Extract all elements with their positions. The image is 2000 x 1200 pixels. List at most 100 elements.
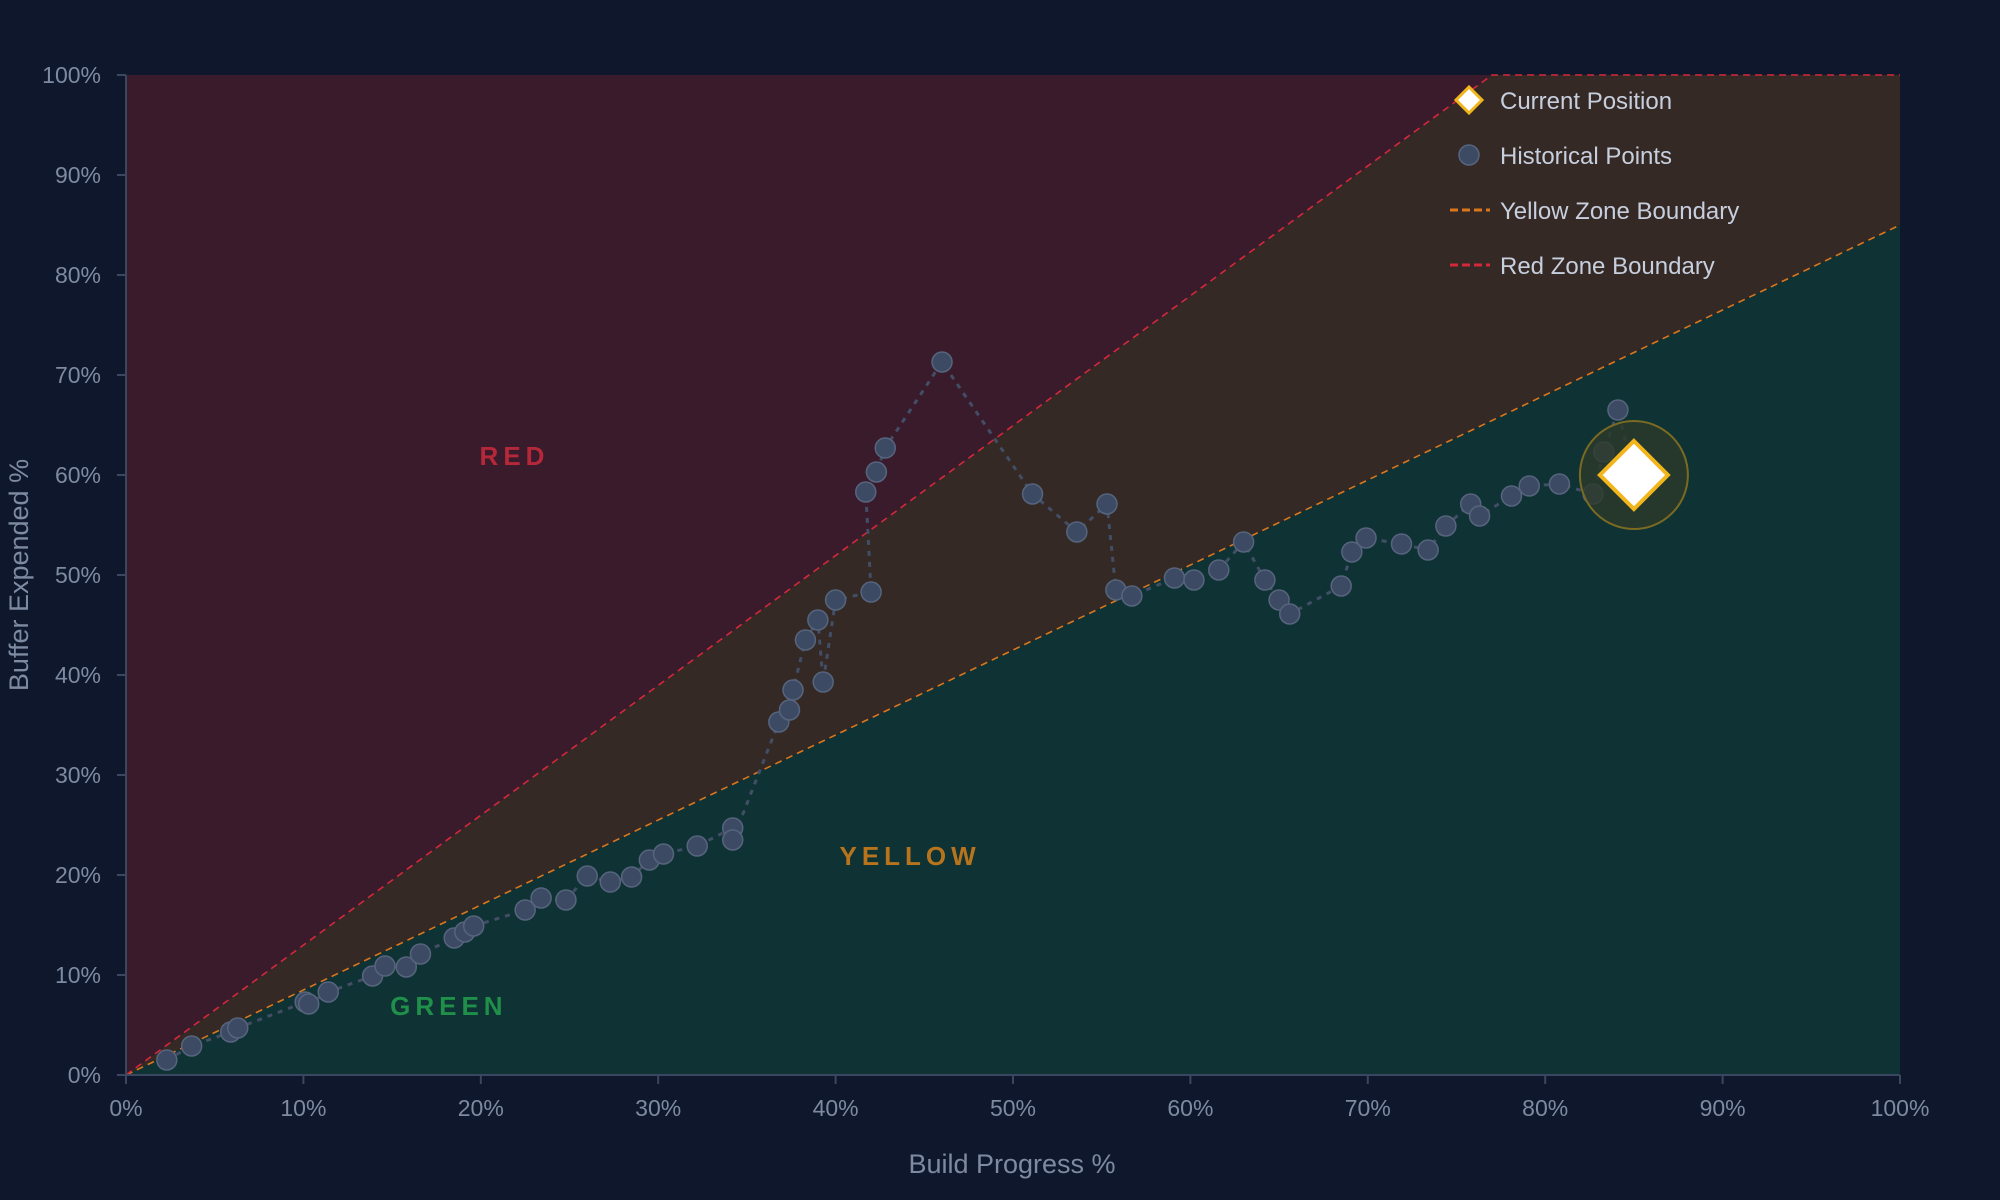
historical-series (156, 351, 1636, 1071)
historical-point (1518, 475, 1540, 497)
legend-diamond-icon (1453, 84, 1485, 116)
current-position-marker (1578, 420, 1689, 530)
x-tick-label: 100% (1871, 1095, 1930, 1121)
historical-point (1435, 515, 1457, 537)
legend-label-current-position: Current Position (1500, 88, 1672, 115)
historical-point (395, 956, 418, 978)
legend-item-red-zone-boundary: Red Zone Boundary (1450, 253, 1715, 280)
historical-point (1254, 569, 1276, 591)
y-tick-label: 80% (55, 262, 101, 288)
historical-point (227, 1017, 249, 1039)
historical-point (865, 461, 888, 483)
red-zone-area (126, 75, 1900, 1075)
historical-path-line (166, 359, 1636, 1062)
historical-point (1278, 603, 1301, 625)
historical-point (297, 993, 320, 1015)
red-zone-boundary-line (125, 74, 1900, 1076)
historical-point (931, 351, 953, 373)
legend-item-yellow-zone-boundary: Yellow Zone Boundary (1450, 198, 1739, 225)
zone-label-red: RED (480, 441, 550, 471)
historical-point (794, 629, 817, 651)
historical-point (855, 481, 877, 503)
x-tick-label: 90% (1700, 1095, 1746, 1121)
historical-point (462, 915, 485, 937)
historical-point (530, 887, 552, 909)
historical-point (1096, 493, 1118, 515)
legend-label-red-zone-boundary: Red Zone Boundary (1500, 253, 1715, 280)
historical-point (1121, 585, 1143, 607)
x-tick-label: 60% (1167, 1095, 1213, 1121)
axes: 0% 10% 20% 30% 40% 50% 60% 70% 80% 90% 100% 0% 10% 2… (4, 62, 1929, 1179)
historical-point (652, 843, 675, 865)
zone-labels: RED YELLOW GREEN (390, 441, 980, 1021)
y-tick-label: 20% (55, 862, 101, 888)
historical-point (1208, 559, 1230, 581)
historical-point (1021, 483, 1044, 505)
y-tick-label: 60% (55, 462, 101, 488)
historical-point (782, 679, 804, 701)
y-tick-label: 50% (55, 562, 101, 588)
y-tick-label: 90% (55, 162, 101, 188)
x-tick-label: 0% (109, 1095, 142, 1121)
legend-item-historical-points: Historical Points (1458, 143, 1672, 170)
historical-point (599, 871, 622, 893)
historical-point (514, 899, 536, 921)
historical-point (1500, 485, 1523, 507)
y-axis-title: Buffer Expended % (4, 459, 34, 691)
legend-label-historical-points: Historical Points (1500, 143, 1672, 170)
historical-point (317, 981, 339, 1003)
yellow-zone-boundary-line (125, 224, 1901, 1076)
historical-point (1341, 541, 1363, 563)
legend-label-yellow-zone-boundary: Yellow Zone Boundary (1500, 198, 1739, 225)
historical-point (1330, 575, 1352, 597)
x-tick-label: 70% (1345, 1095, 1391, 1121)
historical-points (156, 351, 1629, 1071)
historical-point (1390, 533, 1413, 555)
y-tick-label: 70% (55, 362, 101, 388)
historical-point (374, 955, 396, 977)
x-tick-label: 40% (813, 1095, 859, 1121)
x-tick-label: 50% (990, 1095, 1036, 1121)
historical-point (156, 1049, 178, 1071)
y-tick-label: 30% (55, 762, 101, 788)
legend-dot-icon (1458, 144, 1480, 166)
zone-label-yellow: YELLOW (839, 841, 980, 871)
historical-point (1355, 527, 1377, 549)
zone-label-green: GREEN (390, 991, 507, 1021)
x-tick-label: 80% (1522, 1095, 1568, 1121)
zone-fills (126, 75, 1900, 1075)
x-tick-label: 30% (635, 1095, 681, 1121)
historical-point (812, 671, 834, 693)
historical-point (824, 589, 847, 611)
historical-point (555, 889, 577, 911)
historical-point (860, 581, 882, 603)
historical-point (686, 835, 708, 857)
historical-point (778, 699, 801, 721)
historical-point (1417, 539, 1439, 561)
y-axis-ticks: 0% 10% 20% 30% 40% 50% 60% 70% 80% 90% 100% (42, 62, 126, 1088)
yellow-zone-area (126, 75, 1900, 1075)
x-tick-label: 10% (280, 1095, 326, 1121)
x-axis-ticks: 0% 10% 20% 30% 40% 50% 60% 70% 80% 90% 100% (109, 1075, 1929, 1121)
historical-point (1066, 521, 1088, 543)
historical-point (1548, 473, 1571, 495)
historical-point (1232, 531, 1255, 553)
historical-point (1607, 399, 1629, 421)
zone-boundaries (125, 74, 1901, 1076)
historical-point (721, 829, 744, 851)
y-tick-label: 40% (55, 662, 101, 688)
historical-point (180, 1035, 203, 1057)
historical-point (1183, 569, 1205, 591)
y-tick-label: 100% (42, 62, 101, 88)
x-axis-title: Build Progress % (908, 1149, 1115, 1179)
historical-point (409, 943, 432, 965)
y-tick-label: 10% (55, 962, 101, 988)
legend-item-current-position: Current Position (1453, 84, 1672, 116)
y-tick-label: 0% (68, 1062, 101, 1088)
historical-point (1468, 505, 1491, 527)
historical-point (807, 609, 829, 631)
historical-point (874, 437, 897, 459)
historical-point (576, 865, 598, 887)
x-tick-label: 20% (458, 1095, 504, 1121)
